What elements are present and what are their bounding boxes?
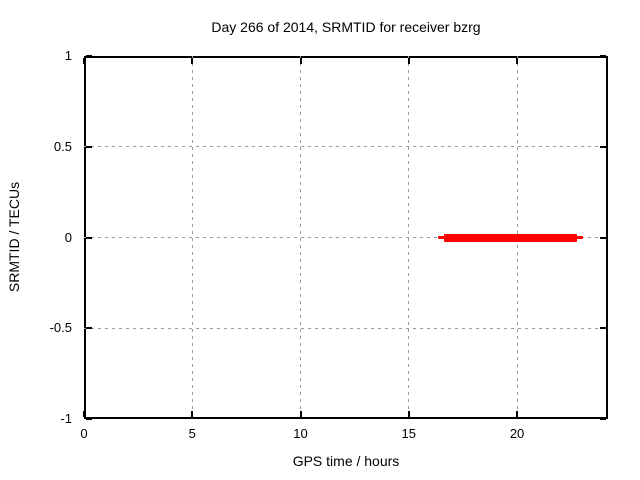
y-gridline — [84, 327, 608, 329]
y-tick-label: 0.5 — [53, 138, 72, 154]
x-tick-mark-top — [83, 58, 85, 64]
y-tick-mark-right — [600, 236, 606, 239]
y-tick-mark-right — [600, 55, 606, 57]
chart-title: Day 266 of 2014, SRMTID for receiver bzr… — [211, 19, 481, 35]
x-tick-mark-top — [191, 58, 194, 64]
data-series-segment — [444, 233, 578, 242]
x-tick-mark-bottom — [299, 411, 302, 417]
x-tick-mark-bottom — [83, 411, 85, 417]
y-tick-mark-left — [86, 55, 92, 57]
y-tick-mark-left — [86, 236, 92, 239]
y-tick-label: -1 — [60, 411, 72, 426]
x-axis-label: GPS time / hours — [292, 453, 400, 469]
x-tick-mark-bottom — [407, 411, 410, 417]
x-tick-label: 20 — [509, 426, 525, 441]
y-tick-mark-right — [600, 145, 606, 148]
y-gridline — [84, 146, 608, 148]
x-tick-mark-bottom — [191, 411, 194, 417]
x-tick-label: 5 — [188, 426, 196, 441]
x-tick-mark-bottom — [516, 411, 519, 417]
x-tick-mark-top — [516, 58, 519, 64]
y-tick-label: 1 — [64, 48, 72, 63]
y-tick-mark-left — [86, 145, 92, 148]
x-tick-label: 15 — [401, 426, 417, 441]
y-gridline — [84, 237, 608, 238]
y-tick-mark-right — [600, 418, 606, 420]
x-tick-label: 0 — [80, 426, 88, 441]
y-tick-label: -0.5 — [49, 320, 72, 336]
x-tick-label: 10 — [293, 426, 308, 441]
y-tick-mark-right — [600, 327, 606, 330]
x-tick-mark-top — [407, 58, 410, 64]
y-tick-mark-left — [86, 327, 92, 330]
x-tick-mark-top — [299, 58, 302, 64]
y-tick-mark-left — [86, 418, 92, 420]
y-tick-label: 0 — [64, 229, 72, 245]
